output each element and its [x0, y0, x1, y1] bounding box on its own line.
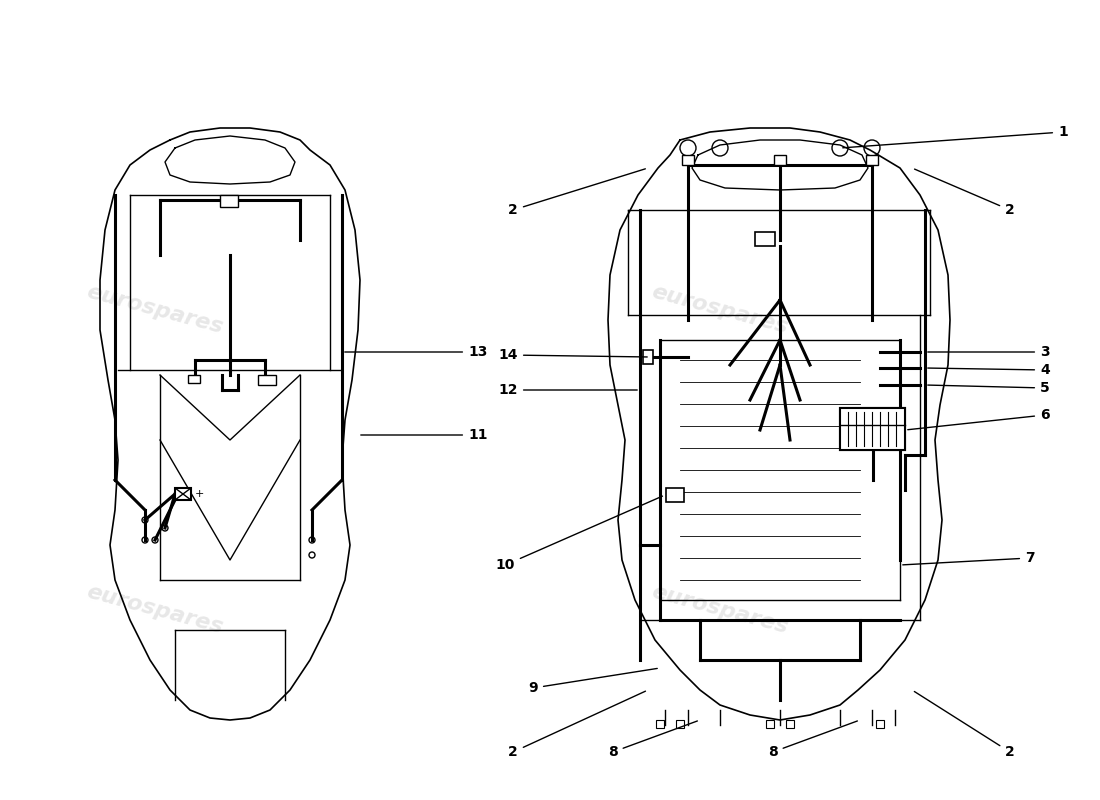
Text: 12: 12: [498, 383, 637, 397]
Text: 3: 3: [927, 345, 1049, 359]
Bar: [755, 232, 775, 246]
Bar: [876, 720, 884, 728]
Text: 13: 13: [344, 345, 487, 359]
Text: 11: 11: [361, 428, 487, 442]
Text: 2: 2: [508, 691, 646, 759]
Text: eurospares: eurospares: [85, 282, 226, 338]
Bar: [175, 488, 191, 500]
Bar: [766, 720, 774, 728]
Text: 2: 2: [914, 691, 1014, 759]
Bar: [666, 488, 684, 502]
Text: 7: 7: [903, 551, 1035, 565]
Text: 4: 4: [927, 363, 1049, 377]
Bar: [774, 155, 786, 165]
Text: 6: 6: [908, 408, 1049, 430]
Text: 5: 5: [927, 381, 1049, 395]
Bar: [644, 350, 653, 364]
Text: +: +: [195, 489, 205, 499]
Text: 2: 2: [914, 169, 1014, 217]
Bar: [840, 408, 905, 450]
Bar: [188, 375, 200, 383]
Text: 14: 14: [498, 348, 647, 362]
Text: 10: 10: [496, 496, 662, 572]
Text: eurospares: eurospares: [649, 582, 791, 638]
Bar: [682, 155, 694, 165]
Bar: [866, 155, 878, 165]
Text: 1: 1: [843, 125, 1068, 148]
Text: 8: 8: [608, 721, 697, 759]
Text: eurospares: eurospares: [85, 582, 226, 638]
Text: eurospares: eurospares: [649, 282, 791, 338]
Bar: [786, 720, 794, 728]
Text: 9: 9: [528, 669, 658, 695]
Bar: [840, 408, 905, 450]
Bar: [220, 195, 238, 207]
Text: 8: 8: [768, 721, 857, 759]
Bar: [676, 720, 684, 728]
Text: 2: 2: [508, 169, 646, 217]
Bar: [258, 375, 276, 385]
Bar: [656, 720, 664, 728]
